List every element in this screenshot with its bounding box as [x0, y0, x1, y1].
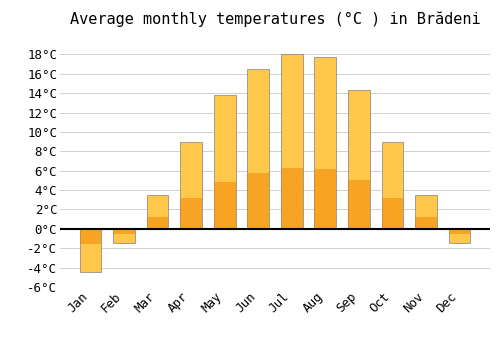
Bar [415, 217, 437, 229]
Title: Average monthly temperatures (°C ) in Brădeni: Average monthly temperatures (°C ) in Br… [70, 12, 480, 27]
Bar [348, 180, 370, 229]
Bar [180, 198, 202, 229]
Bar [281, 54, 302, 229]
Bar [348, 90, 370, 229]
Bar [382, 142, 404, 229]
Bar [80, 229, 102, 272]
Bar [248, 69, 269, 229]
Bar [314, 169, 336, 229]
Bar [146, 217, 169, 229]
Bar [314, 57, 336, 229]
Bar [448, 229, 470, 234]
Bar [113, 229, 135, 234]
Bar [248, 173, 269, 229]
Bar [214, 182, 236, 229]
Bar [281, 168, 302, 229]
Bar [415, 195, 437, 229]
Bar [448, 229, 470, 243]
Bar [146, 195, 169, 229]
Bar [382, 198, 404, 229]
Bar [214, 95, 236, 229]
Bar [80, 229, 102, 244]
Bar [180, 142, 202, 229]
Bar [113, 229, 135, 243]
